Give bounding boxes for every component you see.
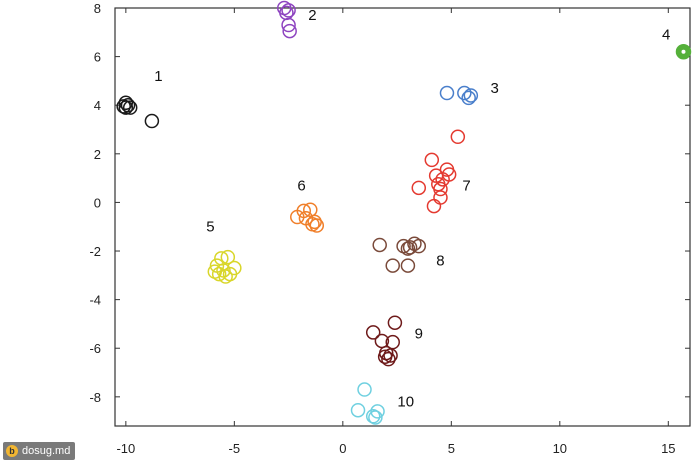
cluster-label-6: 6 xyxy=(297,177,305,194)
cluster-labels: 1 2 3 4 5 6 7 8 9 10 xyxy=(154,7,670,410)
cluster-label-5: 5 xyxy=(206,219,214,236)
data-points xyxy=(116,0,692,425)
series-1 xyxy=(116,95,160,129)
data-point xyxy=(411,238,427,254)
watermark-text: dosug.md xyxy=(22,445,71,457)
data-point xyxy=(411,180,427,196)
series-10 xyxy=(350,382,385,425)
data-point xyxy=(305,217,320,232)
x-tick-label: -5 xyxy=(229,441,241,456)
y-tick-label: -4 xyxy=(89,293,101,308)
y-tick-label: -2 xyxy=(89,244,101,259)
cluster-label-10: 10 xyxy=(397,394,414,411)
series-3 xyxy=(439,85,479,106)
data-point xyxy=(457,85,472,101)
data-point xyxy=(370,404,385,419)
data-point xyxy=(365,325,381,340)
data-point xyxy=(439,85,455,101)
y-tick-label: 2 xyxy=(94,147,101,162)
plot-frame xyxy=(114,7,691,427)
x-tick-label: 0 xyxy=(339,441,346,456)
data-point xyxy=(122,100,138,115)
data-point xyxy=(207,264,223,279)
data-point xyxy=(350,402,366,418)
series-6 xyxy=(290,202,325,233)
plot-border xyxy=(114,7,691,427)
data-point xyxy=(450,129,466,145)
data-point xyxy=(426,198,442,214)
data-point xyxy=(402,240,418,255)
data-point xyxy=(377,349,393,364)
data-point xyxy=(368,410,383,425)
cluster-label-1: 1 xyxy=(154,68,162,85)
data-point xyxy=(433,181,448,197)
data-point xyxy=(372,237,387,253)
series-5 xyxy=(207,249,242,284)
data-point xyxy=(357,382,372,397)
data-point xyxy=(400,258,416,273)
data-point xyxy=(220,249,236,265)
data-point xyxy=(118,95,134,111)
cluster-label-4: 4 xyxy=(662,27,670,44)
data-point xyxy=(435,172,450,187)
x-tick-label: -10 xyxy=(116,441,135,456)
data-point-center xyxy=(681,49,686,54)
data-point xyxy=(116,99,131,114)
data-point xyxy=(383,348,398,363)
cluster-label-7: 7 xyxy=(462,177,470,194)
data-point xyxy=(307,214,322,230)
y-tick-label: 0 xyxy=(94,195,101,210)
x-tick-label: 5 xyxy=(448,441,455,456)
data-point xyxy=(281,17,296,33)
cluster-label-9: 9 xyxy=(415,326,423,343)
series-9 xyxy=(365,315,403,367)
cluster-label-2: 2 xyxy=(308,7,316,24)
series-4 xyxy=(675,43,692,60)
x-axis: -10 -5 0 5 10 15 xyxy=(116,8,676,456)
watermark-logo-icon: b xyxy=(6,445,18,457)
watermark: b dosug.md xyxy=(3,442,76,460)
y-tick-label: 4 xyxy=(94,98,101,113)
data-point xyxy=(433,190,448,205)
data-point xyxy=(290,209,305,225)
cluster-label-3: 3 xyxy=(491,80,499,97)
y-tick-label: -8 xyxy=(89,390,101,405)
data-point xyxy=(385,258,400,273)
data-point xyxy=(400,241,416,256)
series-7 xyxy=(411,129,466,214)
y-axis: -8 -6 -4 -2 0 2 4 6 8 xyxy=(89,1,690,405)
data-point xyxy=(381,351,396,367)
data-point xyxy=(118,100,134,115)
data-point xyxy=(281,3,296,18)
data-point xyxy=(282,23,297,39)
data-point xyxy=(144,113,160,129)
data-point xyxy=(387,315,403,330)
data-point xyxy=(461,90,476,106)
data-point xyxy=(463,88,479,103)
x-tick-label: 15 xyxy=(661,441,675,456)
data-point xyxy=(424,152,440,168)
cluster-label-8: 8 xyxy=(436,253,444,270)
y-tick-label: 6 xyxy=(94,50,101,65)
x-tick-label: 10 xyxy=(553,441,567,456)
data-point xyxy=(365,409,381,424)
series-2 xyxy=(276,0,297,39)
series-8 xyxy=(372,236,427,273)
y-tick-label: 8 xyxy=(94,1,101,16)
y-tick-label: -6 xyxy=(89,341,101,356)
